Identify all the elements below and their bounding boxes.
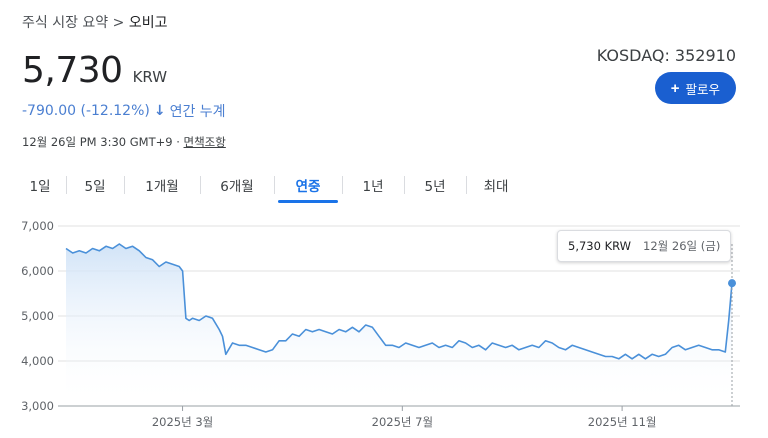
x-tick-label: 2025년 7월 <box>372 415 433 429</box>
tab-ytd[interactable]: 연중 <box>274 170 342 203</box>
plus-icon: + <box>670 79 680 97</box>
tab-1d[interactable]: 1일 <box>14 170 66 200</box>
breadcrumb-separator: > <box>112 15 125 31</box>
y-tick-label: 5,000 <box>21 309 54 323</box>
arrow-down-icon: ↓ <box>153 103 166 119</box>
y-tick-label: 4,000 <box>21 354 54 368</box>
tab-label: 연중 <box>295 179 321 195</box>
tab-1m[interactable]: 1개월 <box>124 170 200 200</box>
tab-label: 최대 <box>483 179 509 195</box>
follow-button[interactable]: + 팔로우 <box>654 72 736 104</box>
price-area <box>66 244 732 406</box>
tab-5d[interactable]: 5일 <box>66 170 124 200</box>
tooltip-date: 12월 26일 (금) <box>643 239 721 253</box>
breadcrumb-parent[interactable]: 주식 시장 요약 <box>22 15 109 31</box>
period-label: 연간 누계 <box>169 104 226 120</box>
x-axis-labels: 2025년 3월 2025년 7월 2025년 11월 <box>152 406 657 429</box>
price-line <box>65 243 733 360</box>
y-tick-label: 3,000 <box>21 399 54 413</box>
y-axis-labels: 7,000 6,000 5,000 4,000 3,000 <box>21 219 54 413</box>
price-tooltip: 5,730 KRW 12월 26일 (금) <box>557 230 732 262</box>
y-tick-label: 7,000 <box>21 219 54 233</box>
stock-price: 5,730 <box>22 50 123 91</box>
tooltip-price: 5,730 KRW <box>568 239 632 253</box>
y-tick-label: 6,000 <box>21 264 54 278</box>
tab-label: 1일 <box>29 179 51 195</box>
tab-label: 1개월 <box>145 179 179 195</box>
ticker-symbol: KOSDAQ: 352910 <box>596 46 736 65</box>
quote-timestamp: 12월 26일 PM 3:30 GMT+9 · <box>22 135 180 149</box>
price-block: 5,730 KRW <box>22 50 167 91</box>
tab-label: 5일 <box>84 179 106 195</box>
x-tick-label: 2025년 11월 <box>588 415 657 429</box>
breadcrumb: 주식 시장 요약 > 오비고 <box>22 12 167 32</box>
price-change: -790.00 (-12.12%) ↓ 연간 누계 <box>22 101 226 121</box>
tab-1y[interactable]: 1년 <box>342 170 404 200</box>
tab-6m[interactable]: 6개월 <box>200 170 274 200</box>
range-tabs: 1일 5일 1개월 6개월 연중 1년 5년 최대 <box>14 170 526 203</box>
x-tick-label: 2025년 3월 <box>152 415 213 429</box>
tab-max[interactable]: 최대 <box>466 170 526 200</box>
tab-label: 5년 <box>424 179 446 195</box>
breadcrumb-current: 오비고 <box>128 15 168 31</box>
tab-5y[interactable]: 5년 <box>404 170 466 200</box>
last-price-point[interactable] <box>728 279 736 288</box>
follow-button-label: 팔로우 <box>685 82 720 97</box>
disclaimer-link[interactable]: 면책조항 <box>183 135 226 149</box>
tab-label: 6개월 <box>220 179 254 195</box>
currency-label: KRW <box>132 68 168 86</box>
tab-label: 1년 <box>362 179 384 195</box>
quote-meta: 12월 26일 PM 3:30 GMT+9 · 면책조항 <box>22 134 226 150</box>
change-value: -790.00 (-12.12%) <box>22 103 150 119</box>
